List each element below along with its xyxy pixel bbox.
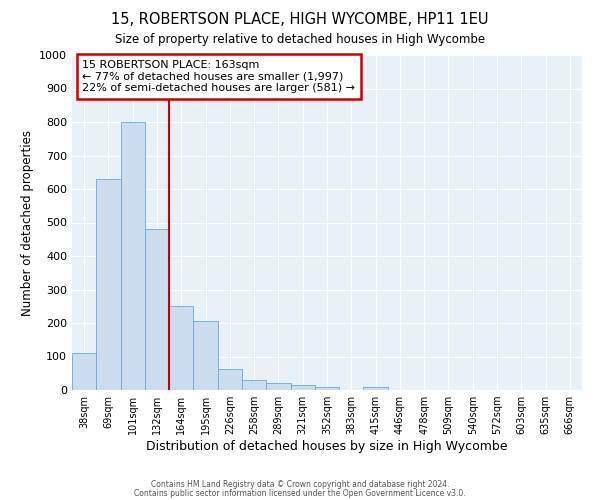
Bar [242, 380, 266, 390]
Bar [72, 353, 96, 390]
Bar [315, 386, 339, 390]
Bar [290, 385, 315, 390]
Bar [145, 229, 169, 390]
Text: 15 ROBERTSON PLACE: 163sqm
← 77% of detached houses are smaller (1,997)
22% of s: 15 ROBERTSON PLACE: 163sqm ← 77% of deta… [82, 60, 355, 93]
Text: 15, ROBERTSON PLACE, HIGH WYCOMBE, HP11 1EU: 15, ROBERTSON PLACE, HIGH WYCOMBE, HP11 … [111, 12, 489, 28]
Bar [121, 122, 145, 390]
Bar [364, 386, 388, 390]
Y-axis label: Number of detached properties: Number of detached properties [20, 130, 34, 316]
Bar [169, 306, 193, 390]
Bar [266, 382, 290, 390]
X-axis label: Distribution of detached houses by size in High Wycombe: Distribution of detached houses by size … [146, 440, 508, 453]
Text: Contains public sector information licensed under the Open Government Licence v3: Contains public sector information licen… [134, 488, 466, 498]
Bar [218, 369, 242, 390]
Bar [96, 179, 121, 390]
Bar [193, 322, 218, 390]
Text: Contains HM Land Registry data © Crown copyright and database right 2024.: Contains HM Land Registry data © Crown c… [151, 480, 449, 489]
Text: Size of property relative to detached houses in High Wycombe: Size of property relative to detached ho… [115, 32, 485, 46]
